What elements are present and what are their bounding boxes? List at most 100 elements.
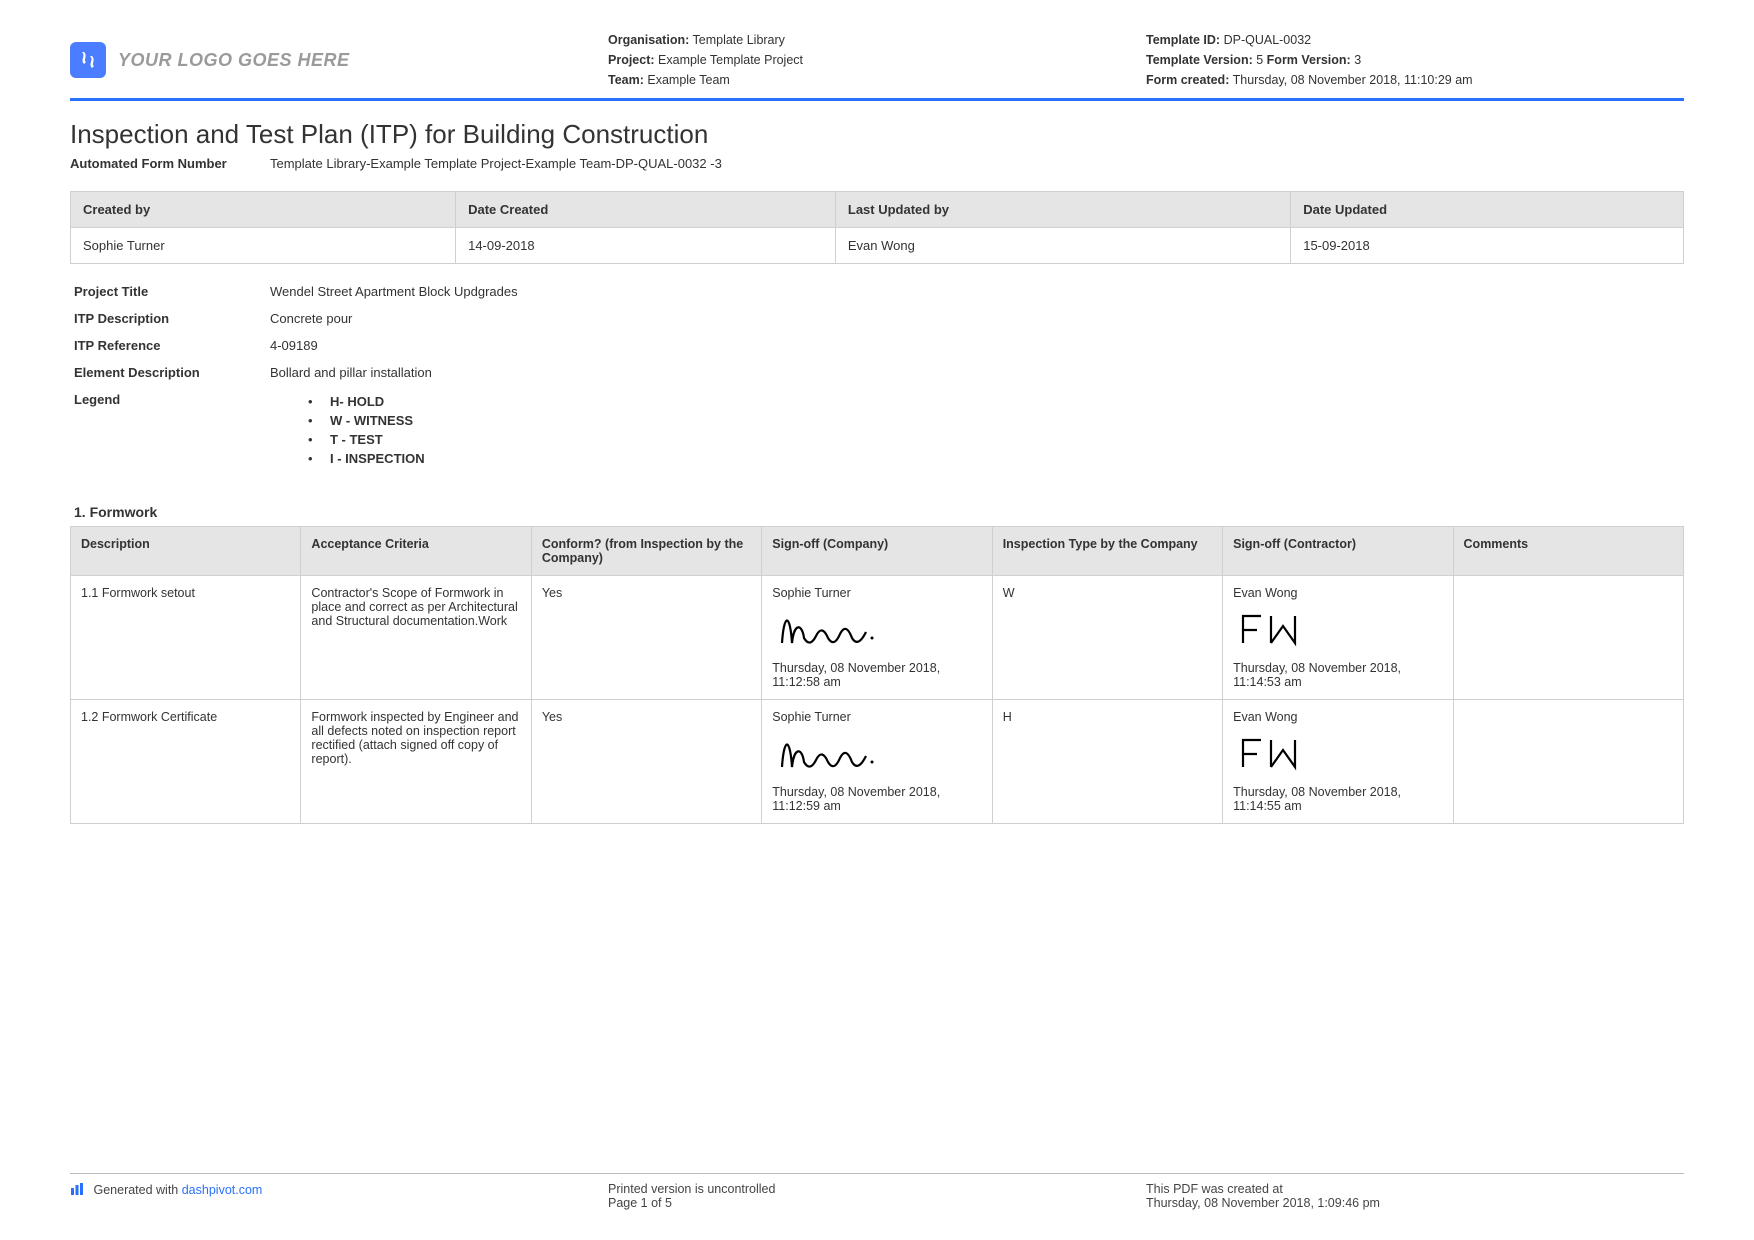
info-col-date-updated: Date Updated bbox=[1291, 192, 1684, 228]
legend-list: H- HOLD W - WITNESS T - TEST I - INSPECT… bbox=[270, 392, 425, 468]
signature-icon bbox=[1233, 608, 1323, 650]
footer-created-value: Thursday, 08 November 2018, 1:09:46 pm bbox=[1146, 1196, 1684, 1210]
template-id-label: Template ID: bbox=[1146, 33, 1220, 47]
footer-right: This PDF was created at Thursday, 08 Nov… bbox=[1146, 1182, 1684, 1210]
footer-center: Printed version is uncontrolled Page 1 o… bbox=[608, 1182, 1146, 1210]
table-header-row: Description Acceptance Criteria Conform?… bbox=[71, 527, 1684, 576]
itp-ref-label: ITP Reference bbox=[70, 338, 270, 353]
project-title-value: Wendel Street Apartment Block Updgrades bbox=[270, 284, 518, 299]
cell-comments bbox=[1453, 700, 1683, 824]
form-created-label: Form created: bbox=[1146, 73, 1229, 87]
info-col-updated-by: Last Updated by bbox=[835, 192, 1290, 228]
org-label: Organisation: bbox=[608, 33, 689, 47]
col-signoff-contractor: Sign-off (Contractor) bbox=[1223, 527, 1453, 576]
footer-page-info: Page 1 of 5 bbox=[608, 1196, 1146, 1210]
legend-item: W - WITNESS bbox=[330, 411, 425, 430]
logo-block: YOUR LOGO GOES HERE bbox=[70, 30, 608, 90]
footer-logo-icon bbox=[70, 1182, 84, 1199]
template-version-label: Template Version: bbox=[1146, 53, 1253, 67]
document-page: YOUR LOGO GOES HERE Organisation: Templa… bbox=[0, 0, 1754, 1240]
info-updated-by: Evan Wong bbox=[835, 228, 1290, 264]
title-section: Inspection and Test Plan (ITP) for Build… bbox=[70, 119, 1684, 171]
elem-desc-value: Bollard and pillar installation bbox=[270, 365, 432, 380]
itp-desc-label: ITP Description bbox=[70, 311, 270, 326]
formwork-table: Description Acceptance Criteria Conform?… bbox=[70, 526, 1684, 824]
table-row: 1.2 Formwork Certificate Formwork inspec… bbox=[71, 700, 1684, 824]
info-table-header-row: Created by Date Created Last Updated by … bbox=[71, 192, 1684, 228]
info-date-updated: 15-09-2018 bbox=[1291, 228, 1684, 264]
header-meta-right: Template ID: DP-QUAL-0032 Template Versi… bbox=[1146, 30, 1684, 90]
legend-item: H- HOLD bbox=[330, 392, 425, 411]
legend-item: I - INSPECTION bbox=[330, 449, 425, 468]
detail-itp-description: ITP Description Concrete pour bbox=[70, 305, 1684, 332]
cell-signoff-contractor: Evan Wong Thursday, 08 November 2018, 11… bbox=[1223, 576, 1453, 700]
cell-description: 1.1 Formwork setout bbox=[71, 576, 301, 700]
team-value: Example Team bbox=[647, 73, 729, 87]
cell-comments bbox=[1453, 576, 1683, 700]
itp-ref-value: 4-09189 bbox=[270, 338, 318, 353]
col-comments: Comments bbox=[1453, 527, 1683, 576]
section-heading: 1. Formwork bbox=[74, 504, 1684, 520]
document-title: Inspection and Test Plan (ITP) for Build… bbox=[70, 119, 1684, 150]
cell-criteria: Contractor's Scope of Formwork in place … bbox=[301, 576, 531, 700]
info-date-created: 14-09-2018 bbox=[456, 228, 836, 264]
signature-icon bbox=[1233, 732, 1323, 774]
info-col-date-created: Date Created bbox=[456, 192, 836, 228]
col-signoff-company: Sign-off (Company) bbox=[762, 527, 992, 576]
footer-link[interactable]: dashpivot.com bbox=[182, 1183, 263, 1197]
col-description: Description bbox=[71, 527, 301, 576]
details-block: Project Title Wendel Street Apartment Bl… bbox=[70, 278, 1684, 474]
cell-signoff-company: Sophie Turner Thursday, 08 November 2018… bbox=[762, 700, 992, 824]
org-value: Template Library bbox=[693, 33, 785, 47]
signoff-contractor-date: Thursday, 08 November 2018, 11:14:53 am bbox=[1233, 661, 1442, 689]
template-id-value: DP-QUAL-0032 bbox=[1224, 33, 1312, 47]
detail-itp-reference: ITP Reference 4-09189 bbox=[70, 332, 1684, 359]
detail-project-title: Project Title Wendel Street Apartment Bl… bbox=[70, 278, 1684, 305]
legend-item: T - TEST bbox=[330, 430, 425, 449]
col-conform: Conform? (from Inspection by the Company… bbox=[531, 527, 761, 576]
info-created-by: Sophie Turner bbox=[71, 228, 456, 264]
form-version-value: 3 bbox=[1354, 53, 1361, 67]
project-title-label: Project Title bbox=[70, 284, 270, 299]
signoff-company-name: Sophie Turner bbox=[772, 586, 981, 600]
legend-label: Legend bbox=[70, 392, 270, 468]
signoff-contractor-date: Thursday, 08 November 2018, 11:14:55 am bbox=[1233, 785, 1442, 813]
info-table-row: Sophie Turner 14-09-2018 Evan Wong 15-09… bbox=[71, 228, 1684, 264]
header-meta-center: Organisation: Template Library Project: … bbox=[608, 30, 1146, 90]
table-row: 1.1 Formwork setout Contractor's Scope o… bbox=[71, 576, 1684, 700]
signoff-company-date: Thursday, 08 November 2018, 11:12:59 am bbox=[772, 785, 981, 813]
col-acceptance-criteria: Acceptance Criteria bbox=[301, 527, 531, 576]
signoff-contractor-name: Evan Wong bbox=[1233, 586, 1442, 600]
form-number-label: Automated Form Number bbox=[70, 156, 270, 171]
page-footer: Generated with dashpivot.com Printed ver… bbox=[70, 1173, 1684, 1210]
signature-icon bbox=[772, 608, 882, 650]
template-version-value: 5 bbox=[1256, 53, 1263, 67]
top-header: YOUR LOGO GOES HERE Organisation: Templa… bbox=[70, 30, 1684, 101]
signoff-company-date: Thursday, 08 November 2018, 11:12:58 am bbox=[772, 661, 981, 689]
footer-uncontrolled: Printed version is uncontrolled bbox=[608, 1182, 1146, 1196]
signature-icon bbox=[772, 732, 882, 774]
cell-criteria: Formwork inspected by Engineer and all d… bbox=[301, 700, 531, 824]
signoff-contractor-name: Evan Wong bbox=[1233, 710, 1442, 724]
col-inspection-type: Inspection Type by the Company bbox=[992, 527, 1222, 576]
footer-generated-prefix: Generated with bbox=[93, 1183, 181, 1197]
cell-description: 1.2 Formwork Certificate bbox=[71, 700, 301, 824]
footer-left: Generated with dashpivot.com bbox=[70, 1182, 608, 1210]
cell-conform: Yes bbox=[531, 576, 761, 700]
elem-desc-label: Element Description bbox=[70, 365, 270, 380]
detail-legend: Legend H- HOLD W - WITNESS T - TEST I - … bbox=[70, 386, 1684, 474]
signoff-company-name: Sophie Turner bbox=[772, 710, 981, 724]
form-number-value: Template Library-Example Template Projec… bbox=[270, 156, 722, 171]
form-version-label: Form Version: bbox=[1267, 53, 1351, 67]
form-created-value: Thursday, 08 November 2018, 11:10:29 am bbox=[1233, 73, 1473, 87]
form-number-row: Automated Form Number Template Library-E… bbox=[70, 156, 1684, 171]
cell-signoff-contractor: Evan Wong Thursday, 08 November 2018, 11… bbox=[1223, 700, 1453, 824]
info-table: Created by Date Created Last Updated by … bbox=[70, 191, 1684, 264]
detail-element-description: Element Description Bollard and pillar i… bbox=[70, 359, 1684, 386]
logo-placeholder-text: YOUR LOGO GOES HERE bbox=[118, 50, 350, 71]
cell-conform: Yes bbox=[531, 700, 761, 824]
cell-inspection-type: W bbox=[992, 576, 1222, 700]
project-value: Example Template Project bbox=[658, 53, 803, 67]
cell-signoff-company: Sophie Turner Thursday, 08 November 2018… bbox=[762, 576, 992, 700]
logo-icon bbox=[70, 42, 106, 78]
